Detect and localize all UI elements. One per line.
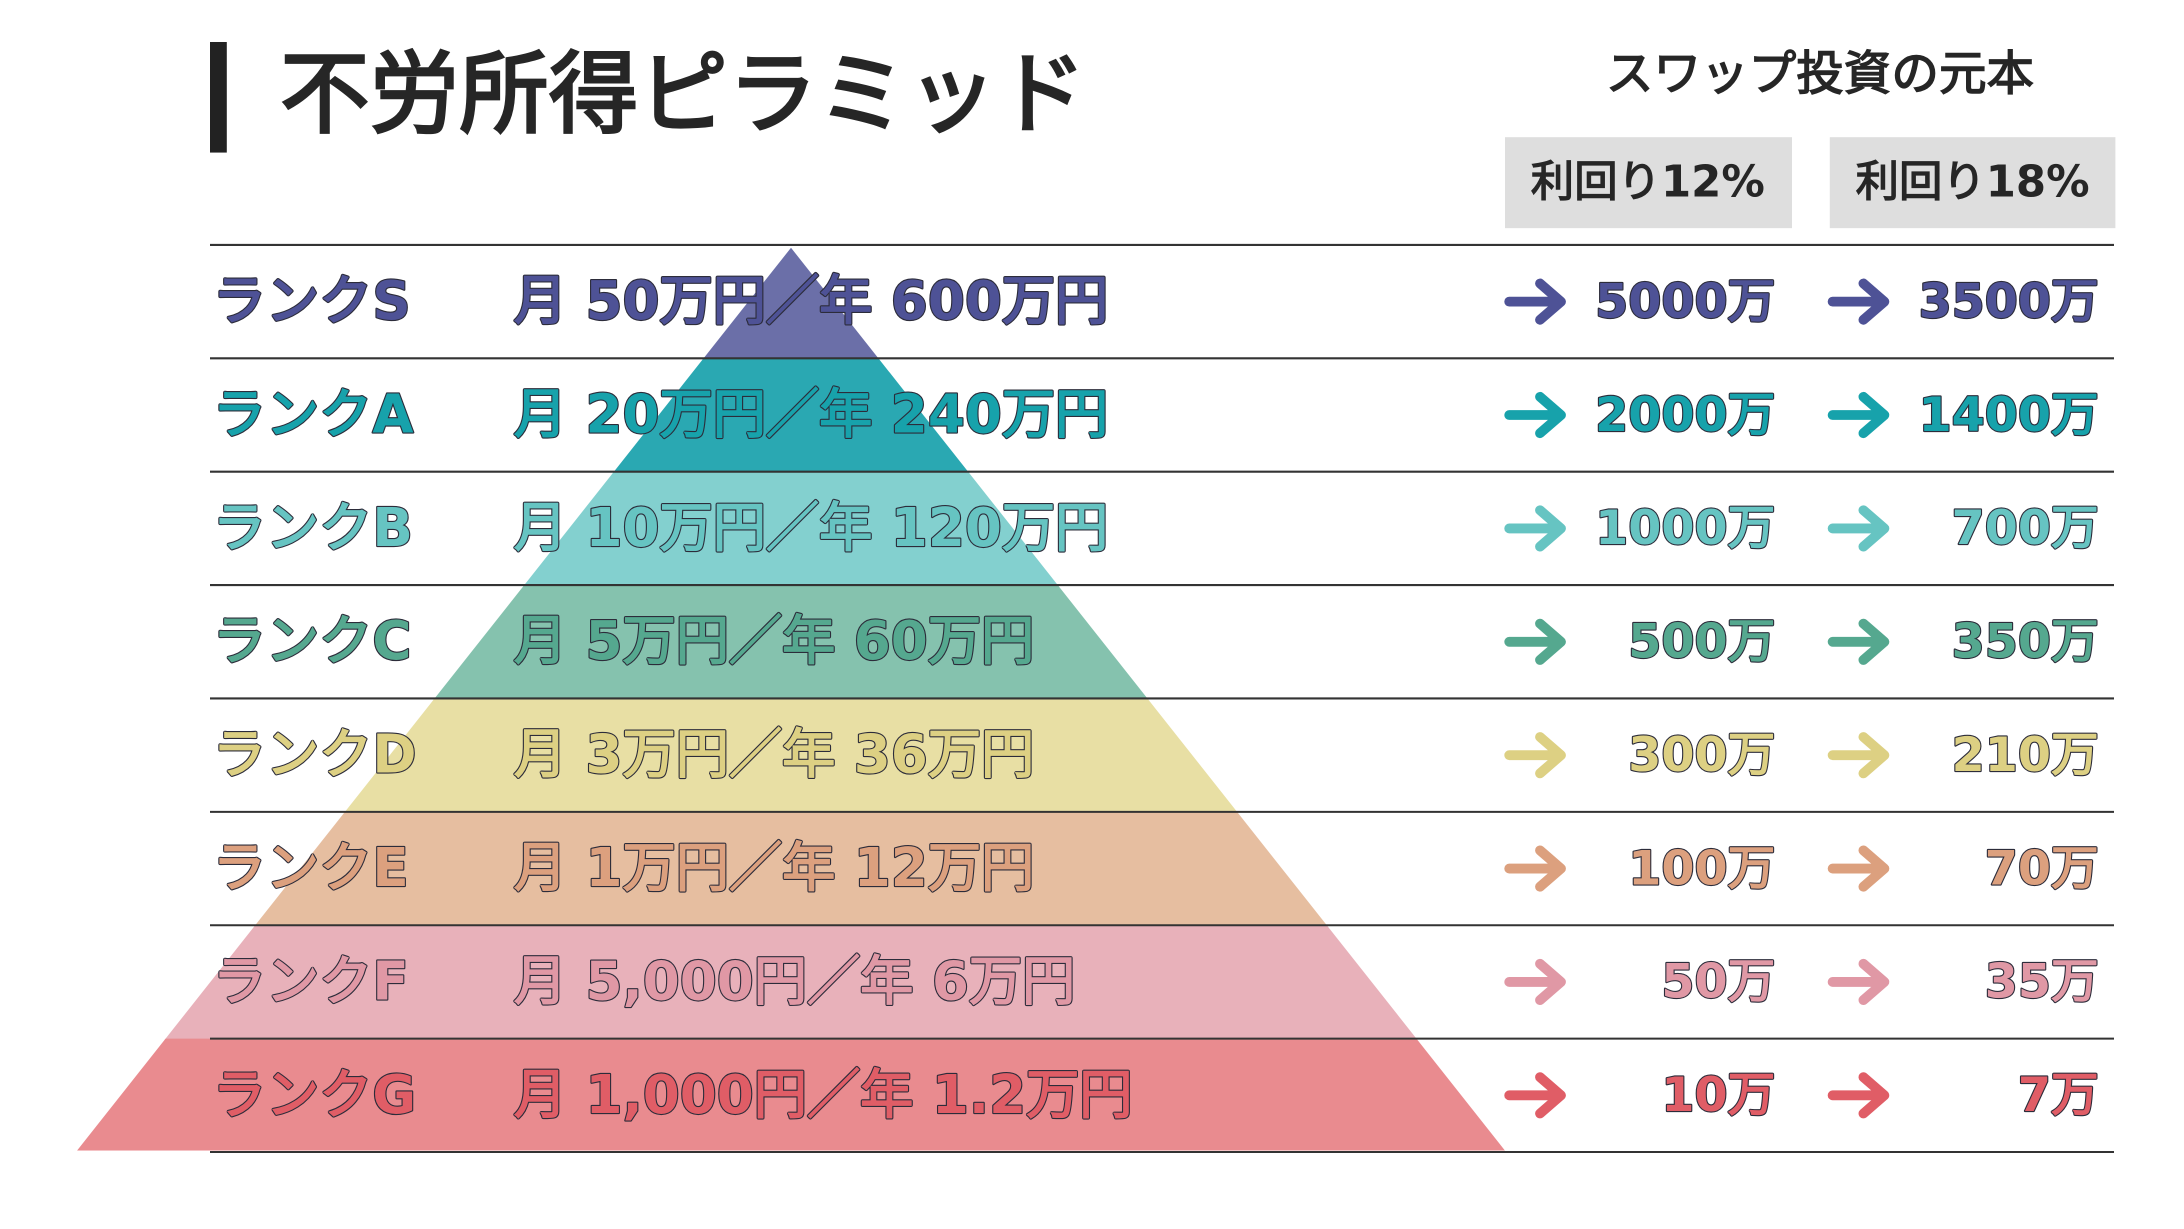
subtitle: スワップ投資の元本 <box>1606 47 2035 102</box>
rank-label: ランクA <box>213 383 414 445</box>
principal-18: 7万 <box>2018 1068 2099 1123</box>
principal-18: 35万 <box>1985 955 2099 1010</box>
principal-18: 210万 <box>1952 728 2099 783</box>
column-box <box>1505 137 1792 229</box>
income-label: 月 10万円／年 120万円 <box>514 497 1108 559</box>
principal-12: 2000万 <box>1595 388 1775 443</box>
arrow <box>1827 1072 1890 1119</box>
arrow <box>1827 732 1890 779</box>
principal-12: 100万 <box>1628 841 1775 896</box>
principal-18: 3500万 <box>1919 274 2099 329</box>
title-bar <box>210 41 227 153</box>
arrow <box>1504 1072 1566 1119</box>
rank-label: ランクE <box>213 837 409 899</box>
rank-label: ランクG <box>213 1064 416 1126</box>
arrow <box>1827 958 1890 1006</box>
rank-label: ランクF <box>213 950 409 1012</box>
income-label: 月 5万円／年 60万円 <box>514 610 1034 672</box>
rank-label: ランクD <box>213 724 417 786</box>
principal-12: 10万 <box>1661 1068 1775 1123</box>
pyramid-band <box>77 925 1505 1041</box>
income-label: 月 20万円／年 240万円 <box>514 383 1108 445</box>
principal-18: 1400万 <box>1919 388 2099 443</box>
arrow <box>1504 391 1566 439</box>
arrow <box>1504 845 1566 892</box>
arrow <box>1504 278 1566 325</box>
principal-18: 70万 <box>1985 841 2099 896</box>
income-label: 月 5,000円／年 6万円 <box>514 950 1075 1012</box>
rank-label: ランクB <box>213 497 413 559</box>
principal-12: 1000万 <box>1595 501 1775 556</box>
column-label: 利回り18% <box>1856 157 2090 207</box>
arrow <box>1827 505 1890 552</box>
arrow <box>1504 732 1566 779</box>
arrow <box>1827 845 1890 892</box>
title: 不労所得ピラミッド <box>280 43 1086 147</box>
principal-12: 5000万 <box>1595 274 1775 329</box>
principal-12: 300万 <box>1628 728 1775 783</box>
arrow <box>1827 391 1890 439</box>
principal-18: 700万 <box>1952 501 2099 556</box>
principal-18: 350万 <box>1952 615 2099 670</box>
column-box <box>1829 137 2116 229</box>
arrow <box>1504 618 1566 665</box>
principal-12: 50万 <box>1661 955 1775 1010</box>
arrow <box>1827 618 1890 665</box>
income-label: 月 3万円／年 36万円 <box>514 724 1034 786</box>
income-label: 月 50万円／年 600万円 <box>514 270 1108 332</box>
principal-12: 500万 <box>1628 615 1775 670</box>
pyramid-band <box>77 1038 1505 1151</box>
rank-label: ランクS <box>213 270 411 332</box>
column-label: 利回り12% <box>1531 157 1765 207</box>
income-label: 月 1万円／年 12万円 <box>514 837 1034 899</box>
arrow <box>1504 505 1566 552</box>
arrow <box>1504 958 1566 1006</box>
rank-label: ランクC <box>213 610 412 672</box>
income-label: 月 1,000円／年 1.2万円 <box>514 1064 1133 1126</box>
arrow <box>1827 278 1890 325</box>
